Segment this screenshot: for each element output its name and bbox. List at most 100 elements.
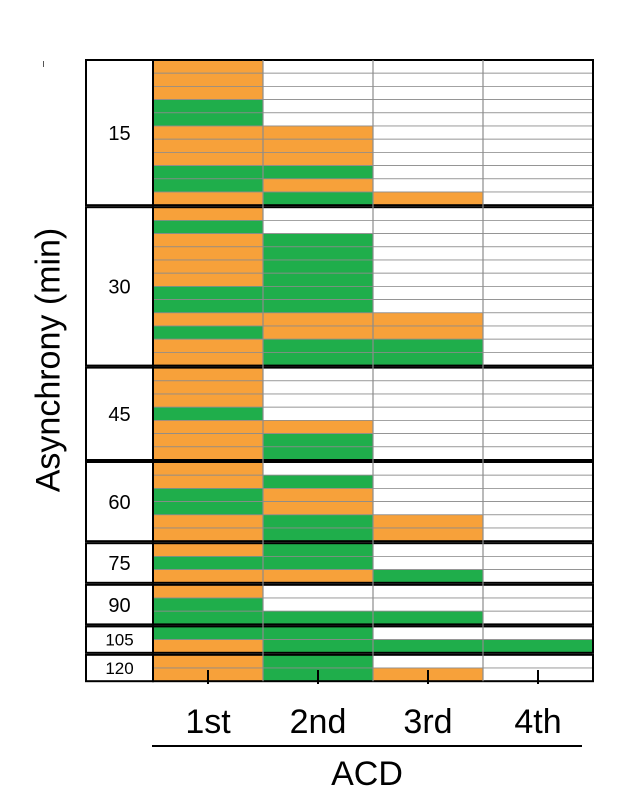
cell-g6-r3-c2 — [262, 610, 374, 625]
cell-g4-r6-c4 — [482, 527, 594, 542]
cell-g6-r1-c2 — [262, 584, 374, 599]
cell-g5-r1-c3 — [372, 542, 484, 557]
cell-g3-r3-c3 — [372, 393, 484, 408]
cell-g7-r1-c3 — [372, 626, 484, 641]
y-tick-label-120: 120 — [105, 659, 133, 678]
cell-g2-r1-c1 — [152, 206, 264, 221]
cell-g3-r4-c2 — [262, 406, 374, 421]
cell-g3-r3-c2 — [262, 393, 374, 408]
cell-g3-r7-c4 — [482, 446, 594, 461]
cell-g3-r3-c4 — [482, 393, 594, 408]
cell-g6-r1-c3 — [372, 584, 484, 599]
cell-g8-r1-c2 — [262, 654, 374, 669]
cell-g1-r5-c3 — [372, 112, 484, 127]
cell-g1-r2-c2 — [262, 72, 374, 87]
cell-g2-r7-c3 — [372, 285, 484, 300]
cell-g3-r5-c2 — [262, 419, 374, 434]
cell-g2-r6-c1 — [152, 272, 264, 287]
cell-g1-r11-c2 — [262, 191, 374, 206]
cell-g7-r2-c1 — [152, 639, 264, 654]
cell-g4-r3-c3 — [372, 487, 484, 502]
cell-g1-r10-c4 — [482, 178, 594, 193]
cell-g2-r3-c3 — [372, 233, 484, 248]
cell-g4-r1-c2 — [262, 461, 374, 476]
cell-g3-r7-c2 — [262, 446, 374, 461]
cell-g2-r6-c2 — [262, 272, 374, 287]
cell-g1-r9-c2 — [262, 165, 374, 180]
cell-g4-r2-c3 — [372, 474, 484, 489]
cell-g1-r10-c3 — [372, 178, 484, 193]
cell-g1-r9-c1 — [152, 165, 264, 180]
cell-g1-r11-c1 — [152, 191, 264, 206]
cell-g7-r1-c1 — [152, 626, 264, 641]
cell-g2-r6-c3 — [372, 272, 484, 287]
cell-g1-r3-c2 — [262, 86, 374, 101]
cell-g7-r2-c2 — [262, 639, 374, 654]
cell-g8-r1-c1 — [152, 654, 264, 669]
cell-g2-r11-c3 — [372, 338, 484, 353]
y-tick-label-45: 45 — [108, 404, 130, 426]
cell-g7-r1-c2 — [262, 626, 374, 641]
cell-g5-r1-c1 — [152, 542, 264, 557]
cell-g7-r2-c4 — [482, 639, 594, 654]
cell-g1-r1-c1 — [152, 59, 264, 74]
cell-g2-r1-c2 — [262, 206, 374, 221]
cell-g1-r4-c3 — [372, 99, 484, 114]
cell-g3-r4-c3 — [372, 406, 484, 421]
cell-g1-r4-c1 — [152, 99, 264, 114]
cell-g1-r9-c4 — [482, 165, 594, 180]
cell-g2-r8-c4 — [482, 299, 594, 314]
cell-g5-r1-c2 — [262, 542, 374, 557]
cell-g1-r8-c3 — [372, 151, 484, 166]
cell-g2-r7-c2 — [262, 285, 374, 300]
cell-g3-r1-c3 — [372, 367, 484, 382]
cell-g2-r5-c1 — [152, 259, 264, 274]
cell-g4-r3-c2 — [262, 487, 374, 502]
cell-g8-r1-c3 — [372, 654, 484, 669]
cell-g1-r11-c4 — [482, 191, 594, 206]
cell-g4-r5-c2 — [262, 514, 374, 529]
cell-g4-r2-c2 — [262, 474, 374, 489]
y-tick-label-105: 105 — [105, 631, 133, 650]
cell-g2-r2-c4 — [482, 219, 594, 234]
cell-g3-r6-c2 — [262, 433, 374, 448]
cell-g2-r2-c1 — [152, 219, 264, 234]
cell-g6-r1-c1 — [152, 584, 264, 599]
cell-g4-r1-c3 — [372, 461, 484, 476]
cell-g2-r9-c4 — [482, 312, 594, 327]
cell-g4-r4-c2 — [262, 501, 374, 516]
cell-g4-r1-c4 — [482, 461, 594, 476]
cell-g2-r3-c2 — [262, 233, 374, 248]
cell-g6-r2-c4 — [482, 597, 594, 612]
y-tick-label-30: 30 — [108, 277, 130, 299]
cell-g1-r8-c2 — [262, 151, 374, 166]
cell-g5-r2-c1 — [152, 556, 264, 571]
cell-g6-r3-c1 — [152, 610, 264, 625]
cell-g4-r5-c4 — [482, 514, 594, 529]
cell-g2-r1-c3 — [372, 206, 484, 221]
cell-g2-r7-c4 — [482, 285, 594, 300]
cell-g1-r1-c3 — [372, 59, 484, 74]
cell-g2-r12-c1 — [152, 351, 264, 366]
cell-g4-r5-c1 — [152, 514, 264, 529]
cell-g4-r1-c1 — [152, 461, 264, 476]
cell-g1-r2-c1 — [152, 72, 264, 87]
cell-g2-r8-c2 — [262, 299, 374, 314]
cell-g2-r9-c2 — [262, 312, 374, 327]
x-tick-label-3rd: 3rd — [403, 703, 452, 741]
cell-g6-r2-c3 — [372, 597, 484, 612]
cell-g5-r3-c3 — [372, 569, 484, 584]
cell-g6-r3-c4 — [482, 610, 594, 625]
y-tick-label-75: 75 — [108, 553, 130, 575]
cell-g3-r2-c3 — [372, 380, 484, 395]
cell-g4-r6-c3 — [372, 527, 484, 542]
cell-g1-r1-c4 — [482, 59, 594, 74]
cell-g7-r1-c4 — [482, 626, 594, 641]
cell-g1-r7-c1 — [152, 138, 264, 153]
cell-g3-r5-c1 — [152, 419, 264, 434]
cell-g1-r10-c2 — [262, 178, 374, 193]
cell-g4-r4-c4 — [482, 501, 594, 516]
cell-g3-r6-c4 — [482, 433, 594, 448]
cell-g1-r8-c1 — [152, 151, 264, 166]
